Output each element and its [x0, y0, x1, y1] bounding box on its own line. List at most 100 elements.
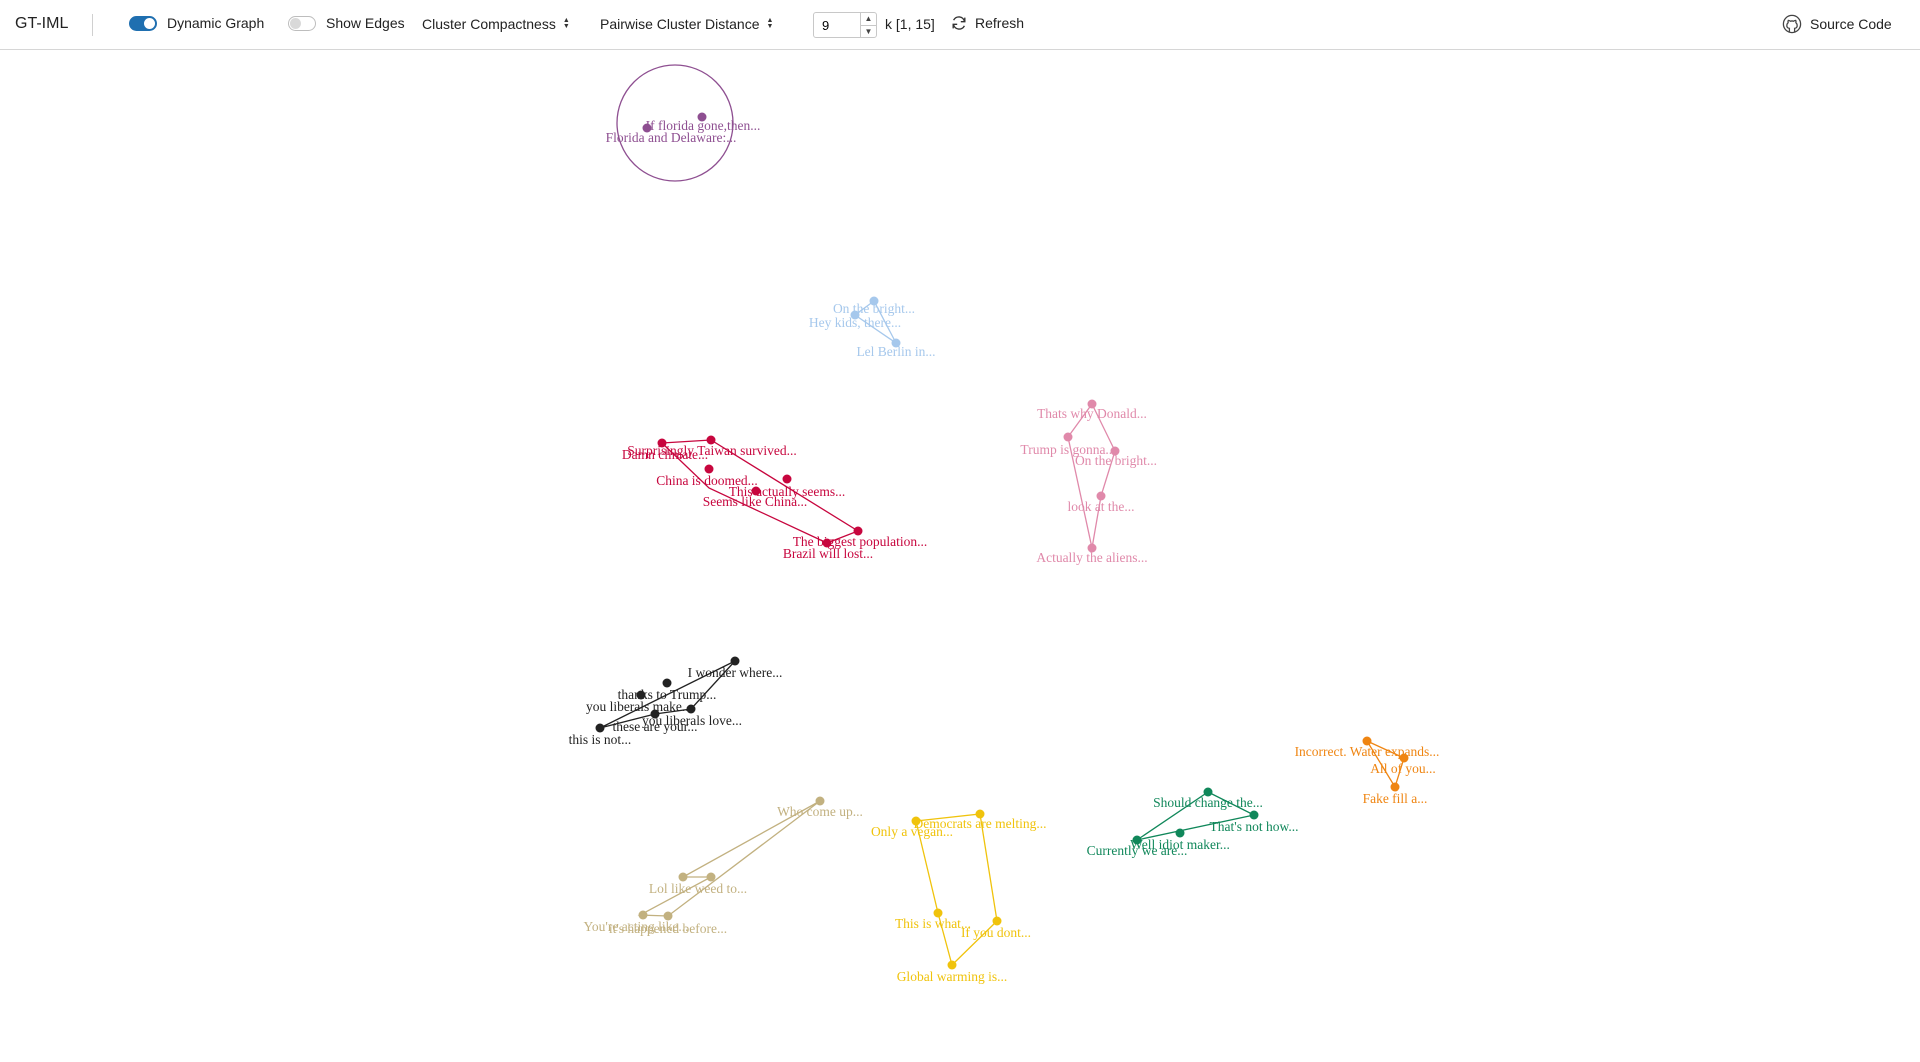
- graph-node[interactable]: [662, 678, 672, 688]
- graph-node[interactable]: [850, 310, 860, 320]
- cluster-black: I wonder where...thanks to Trump...you l…: [569, 656, 782, 747]
- graph-node[interactable]: [704, 464, 714, 474]
- graph-node[interactable]: [1362, 736, 1372, 746]
- node-label: Incorrect. Water expands...: [1295, 744, 1440, 759]
- node-label: If you dont...: [961, 925, 1031, 940]
- github-icon: [1782, 14, 1802, 34]
- dynamic-graph-switch[interactable]: [129, 15, 157, 31]
- graph-node[interactable]: [636, 690, 646, 700]
- node-label: China is doomed...: [656, 473, 758, 488]
- node-label: thanks to Trump...: [618, 687, 717, 702]
- chevron-up-icon[interactable]: ▲: [864, 14, 873, 24]
- node-label: Trump is gonna...: [1020, 442, 1115, 457]
- cluster-hull: [637, 800, 821, 917]
- app-title: GT-IML: [15, 15, 69, 32]
- graph-node[interactable]: [1399, 753, 1409, 763]
- k-range-label: k [1, 15]: [885, 16, 935, 32]
- node-label: Only a vegan...: [871, 824, 953, 839]
- graph-node[interactable]: [678, 872, 688, 882]
- graph-node[interactable]: [657, 438, 667, 448]
- graph-node[interactable]: [1175, 828, 1185, 838]
- graph-node[interactable]: [782, 474, 792, 484]
- show-edges-toggle[interactable]: Show Edges: [288, 15, 405, 31]
- graph-node[interactable]: [815, 796, 825, 806]
- cluster-pink: Thats why Donald... Trump is gonna...On t…: [1020, 399, 1157, 565]
- node-label: Lel Berlin in...: [856, 344, 935, 359]
- graph-node[interactable]: [1203, 787, 1213, 797]
- dynamic-graph-label: Dynamic Graph: [167, 15, 265, 31]
- graph-node[interactable]: [975, 809, 985, 819]
- cluster-compactness-sort[interactable]: Cluster Compactness ▲ ▼: [422, 16, 570, 32]
- graph-node[interactable]: [1249, 810, 1259, 820]
- top-toolbar: GT-IML Dynamic Graph Show Edges Cluster …: [0, 0, 1920, 50]
- node-label: Well idiot maker...: [1130, 837, 1230, 852]
- graph-node[interactable]: [869, 296, 879, 306]
- graph-node[interactable]: [1087, 543, 1097, 553]
- cluster-hull: [915, 813, 998, 967]
- cluster-hull: [660, 439, 860, 544]
- source-code-link[interactable]: Source Code: [1782, 14, 1892, 34]
- graph-node[interactable]: [1132, 835, 1142, 845]
- node-label: On the bright...: [1075, 453, 1157, 468]
- refresh-button[interactable]: Refresh: [951, 15, 1024, 31]
- graph-node[interactable]: [947, 960, 957, 970]
- node-label: Thats why Donald...: [1037, 406, 1147, 421]
- graph-node[interactable]: [650, 709, 660, 719]
- graph-node[interactable]: [642, 123, 652, 133]
- node-label: Fake fill a...: [1363, 791, 1428, 806]
- k-input[interactable]: [814, 13, 860, 37]
- graph-node[interactable]: [1390, 782, 1400, 792]
- node-label: If florida gone,then...: [646, 118, 761, 133]
- graph-node[interactable]: [706, 435, 716, 445]
- graph-node[interactable]: [638, 910, 648, 920]
- refresh-icon: [952, 16, 966, 30]
- node-label: Seems like China...: [703, 494, 808, 509]
- pairwise-distance-label: Pairwise Cluster Distance: [600, 16, 760, 32]
- k-number-field: ▲ ▼: [813, 12, 877, 38]
- show-edges-switch[interactable]: [288, 15, 316, 31]
- graph-node[interactable]: [933, 908, 943, 918]
- node-label: You're acting like...: [584, 919, 689, 934]
- graph-node[interactable]: [992, 916, 1002, 926]
- graph-node[interactable]: [595, 723, 605, 733]
- graph-node[interactable]: [1096, 491, 1106, 501]
- graph-node[interactable]: [853, 526, 863, 536]
- node-label: On the bright...: [833, 301, 915, 316]
- cluster-hull: [1365, 739, 1405, 789]
- graph-node[interactable]: [822, 538, 832, 548]
- node-label: Surprisingly Taiwan survived...: [627, 443, 796, 458]
- node-label: you liberals make...: [586, 699, 692, 714]
- graph-node[interactable]: [891, 338, 901, 348]
- cluster-hull: [1136, 791, 1256, 841]
- node-label: Lol like weed to...: [649, 881, 747, 896]
- graph-node[interactable]: [686, 704, 696, 714]
- graph-node[interactable]: [911, 816, 921, 826]
- pairwise-distance-sort[interactable]: Pairwise Cluster Distance ▲ ▼: [600, 16, 773, 32]
- graph-node[interactable]: [1063, 432, 1073, 442]
- node-label: this is not...: [569, 732, 632, 747]
- show-edges-label: Show Edges: [326, 15, 405, 31]
- node-label: Democrats are melting...: [913, 816, 1046, 831]
- chevron-down-icon[interactable]: ▼: [861, 24, 876, 38]
- cluster-compactness-label: Cluster Compactness: [422, 16, 556, 32]
- node-label: Damn climate...: [622, 447, 708, 462]
- node-label: look at the...: [1067, 499, 1134, 514]
- node-label: This actually seems...: [729, 484, 846, 499]
- cluster-graph[interactable]: If florida gone,then...Florida and Delaw…: [0, 50, 1920, 1062]
- graph-node[interactable]: [663, 911, 673, 921]
- graph-node[interactable]: [706, 872, 716, 882]
- node-label: it's happened before...: [609, 921, 727, 936]
- cluster-green: Should change the... That's not how... Wel…: [1087, 787, 1298, 858]
- graph-node[interactable]: [697, 112, 707, 122]
- node-label: Brazil will lost...: [783, 546, 873, 561]
- k-stepper: ▲ ▼: [860, 13, 876, 37]
- graph-node[interactable]: [751, 486, 761, 496]
- node-label: The biggest population...: [793, 534, 928, 549]
- node-label: Hey kids, there...: [809, 315, 901, 330]
- graph-node[interactable]: [730, 656, 740, 666]
- graph-node[interactable]: [1087, 399, 1097, 409]
- graph-node[interactable]: [1110, 446, 1120, 456]
- dynamic-graph-toggle[interactable]: Dynamic Graph: [129, 15, 264, 31]
- node-label: Should change the...: [1153, 795, 1263, 810]
- cluster-yellow: Democrats are melting...Only a vegan... T…: [871, 809, 1047, 984]
